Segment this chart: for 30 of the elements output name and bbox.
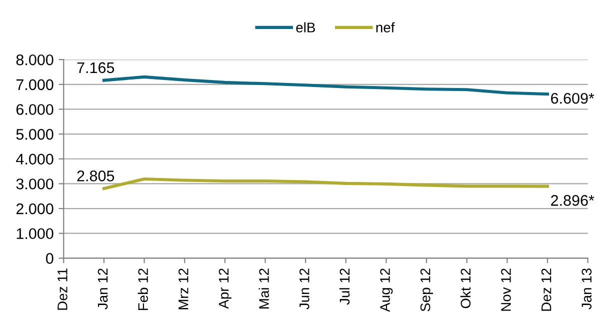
x-tick-label: Jan 12: [98, 268, 108, 310]
x-tick-label: Mrz 12: [178, 268, 188, 310]
data-label: 2.805: [77, 170, 114, 182]
x-tick-label: Dez 11: [58, 268, 68, 310]
x-tick-label: Feb 12: [138, 268, 148, 310]
x-tick-label: Dez 12: [541, 268, 552, 311]
y-tick-label: 3.000: [16, 178, 54, 190]
data-label: 6.609*: [551, 92, 594, 104]
legend-label: elB: [296, 22, 315, 32]
y-tick-label: 8.000: [16, 54, 54, 66]
line-series: [102, 75, 550, 96]
x-tick-label: Sep 12: [420, 268, 434, 312]
y-tick-label: 4.000: [16, 154, 54, 165]
y-tick-label: 1.000: [16, 228, 54, 240]
legend-label: nef: [376, 22, 395, 32]
data-label: 2.896*: [551, 195, 594, 206]
x-tick-label: Nov 12: [501, 268, 511, 311]
x-tick-label: Okt 12: [460, 268, 471, 308]
y-tick-label: 0: [46, 253, 54, 264]
y-tick-label: 2.000: [16, 203, 54, 214]
data-label: 7.165: [77, 62, 114, 74]
x-tick-label: Jan 13: [582, 268, 592, 310]
y-tick-label: 5.000: [16, 128, 54, 140]
y-tick-label: 6.000: [16, 104, 54, 115]
x-tick-label: Aug 12: [380, 268, 393, 312]
x-tick-label: Apr 12: [218, 268, 232, 309]
x-tick-label: Jul 12: [339, 268, 350, 305]
y-tick-label: 7.000: [16, 79, 54, 90]
x-tick-label: Mai 12: [258, 268, 269, 308]
x-tick-label: Jun 12: [299, 268, 310, 310]
